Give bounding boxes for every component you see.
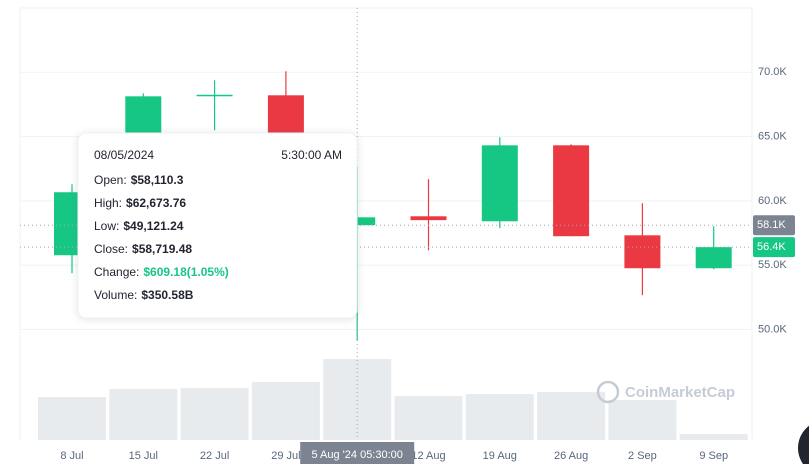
- y-tick-label: 70.0K: [758, 66, 787, 78]
- volume-bar: [394, 396, 463, 440]
- volume-bar: [465, 394, 534, 440]
- volume-bar: [109, 388, 178, 440]
- x-tick-label: 19 Aug: [483, 450, 517, 462]
- candle-body: [481, 145, 518, 222]
- tooltip-value: $49,121.24: [123, 219, 183, 233]
- tooltip-row: Open: $58,110.3: [94, 173, 184, 187]
- volume-bar: [537, 391, 606, 440]
- candle-body: [410, 216, 447, 221]
- price-badge-label: 56.4K: [757, 241, 786, 253]
- watermark-group: CoinMarketCap: [596, 380, 735, 404]
- tooltip-value: $58,110.3: [131, 173, 184, 187]
- x-tick-label: 29 Jul: [271, 450, 300, 462]
- x-tick-label: 15 Jul: [129, 450, 158, 462]
- tooltip-row: Close: $58,719.48: [94, 242, 192, 256]
- grid: 50.0K 55.0K 60.0K 65.0K 70.0K: [20, 66, 787, 335]
- crosshair-label: 5 Aug '24 05:30:00: [311, 449, 402, 461]
- watermark-logo: [596, 380, 620, 404]
- tooltip-row: Volume: $350.58B: [94, 288, 194, 302]
- candle-body: [695, 247, 732, 269]
- volume-bar: [251, 382, 320, 440]
- tooltip-label: Low:: [94, 219, 119, 233]
- tooltip-label: Open:: [94, 173, 127, 187]
- x-tick-label: 12 Aug: [411, 450, 445, 462]
- x-tick-label: 2 Sep: [628, 450, 657, 462]
- price-badge: [753, 237, 795, 258]
- candle-body: [553, 145, 590, 237]
- tooltip-row: High: $62,673.76: [94, 196, 186, 210]
- volume-bar: [180, 388, 249, 440]
- watermark: CoinMarketCap: [625, 384, 735, 401]
- price-badge: [753, 215, 795, 236]
- tooltip-value: $58,719.48: [132, 242, 192, 256]
- volume-bar: [38, 397, 106, 440]
- tooltip-label: Change:: [94, 265, 139, 279]
- x-tick-label: 9 Sep: [699, 450, 728, 462]
- volume-bar: [323, 359, 392, 440]
- tooltip-label: Volume:: [94, 288, 137, 302]
- y-tick-label: 55.0K: [758, 259, 787, 271]
- tooltip-label: Close:: [94, 242, 128, 256]
- corner-button[interactable]: [798, 420, 809, 464]
- candle-body: [196, 94, 233, 97]
- tooltip-value: $350.58B: [141, 288, 193, 302]
- volume-bar: [679, 433, 748, 440]
- tooltip-time: 5:30:00 AM: [281, 148, 342, 162]
- y-tick-label: 65.0K: [758, 130, 787, 142]
- volume-bar: [608, 400, 677, 440]
- tooltip-date: 08/05/2024: [94, 148, 154, 162]
- x-tick-label: 8 Jul: [60, 450, 83, 462]
- tooltip-row: Change: $609.18(1.05%): [94, 265, 229, 279]
- x-tick-label: 26 Aug: [554, 450, 588, 462]
- crosshair-badge: [300, 442, 415, 464]
- candle-body: [624, 235, 661, 269]
- x-tick-label: 22 Jul: [200, 450, 229, 462]
- y-tick-label: 50.0K: [758, 323, 787, 335]
- tooltip-row: Low: $49,121.24: [94, 219, 184, 233]
- tooltip-value: $62,673.76: [126, 196, 186, 210]
- volume-layer: [38, 359, 748, 440]
- tooltip-value: $609.18(1.05%): [143, 265, 228, 279]
- tooltip-label: High:: [94, 196, 122, 210]
- tooltip-box: [77, 132, 358, 319]
- price-badge-label: 58.1K: [757, 219, 786, 231]
- y-tick-label: 60.0K: [758, 195, 787, 207]
